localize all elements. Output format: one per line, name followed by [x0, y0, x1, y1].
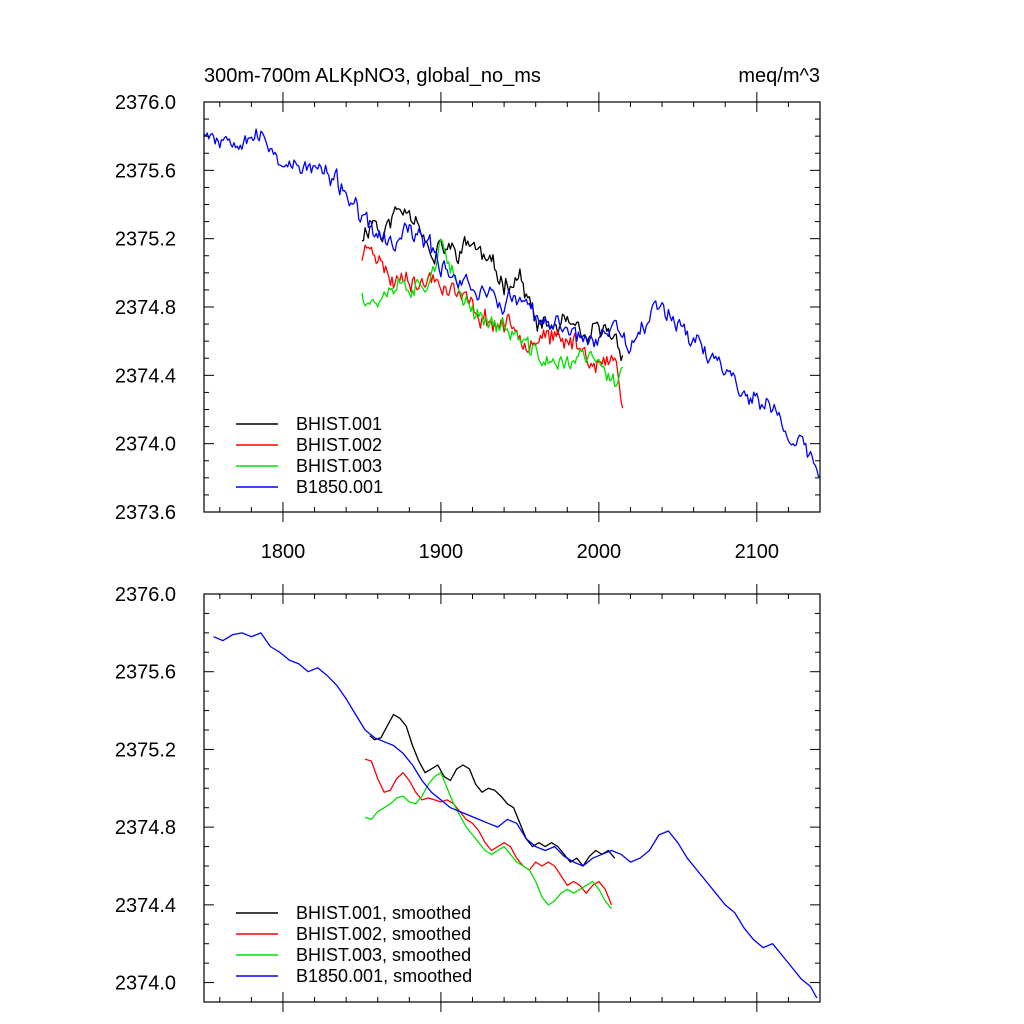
legend-label: BHIST.001	[296, 414, 382, 434]
bottom-panel: 2374.0 2374.4 2374.8 2375.2 2375.6 2376.0 BHIS…	[115, 584, 821, 1012]
series-line-bhist-001	[361, 206, 624, 362]
x-tick-label: 2100	[735, 541, 780, 563]
top-panel: 1800 1900 2000 2100 2373.6 2374.0 2374.4 2374.8…	[115, 92, 821, 563]
series-line-b1850-001	[204, 128, 820, 478]
plot-frame	[203, 593, 821, 1003]
axis-ticks	[204, 584, 821, 1012]
x-tick-label: 1900	[419, 541, 464, 563]
y-tick-label: 2375.2	[115, 739, 176, 761]
series-line-bhist-003	[361, 238, 624, 387]
legend-label: B1850.001	[296, 477, 383, 497]
y-tick-label: 2374.0	[115, 434, 176, 456]
series-line-bhist-003-smoothed	[364, 772, 613, 910]
legend-label: BHIST.003, smoothed	[296, 945, 471, 965]
y-tick-label: 2376.0	[115, 92, 176, 114]
y-tick-label: 2374.8	[115, 817, 176, 839]
series-line-bhist-001-smoothed	[369, 713, 616, 867]
x-tick-label: 1800	[261, 541, 306, 563]
series-line-bhist-002-smoothed	[364, 758, 613, 906]
legend-label: BHIST.002, smoothed	[296, 924, 471, 944]
y-tick-label: 2374.4	[115, 365, 176, 387]
y-tick-label: 2375.6	[115, 160, 176, 182]
legend-label: BHIST.003	[296, 456, 382, 476]
y-tick-label: 2375.6	[115, 662, 176, 684]
chart-units: meq/m^3	[738, 65, 820, 87]
y-tick-label: 2375.2	[115, 229, 176, 251]
y-tick-label: 2373.6	[115, 502, 176, 524]
series-line-b1850-001-smoothed	[213, 632, 818, 999]
series-group	[213, 632, 818, 999]
legend-label: BHIST.002	[296, 435, 382, 455]
series-line-bhist-002	[361, 244, 624, 409]
y-tick-label: 2376.0	[115, 584, 176, 606]
legend-label: BHIST.001, smoothed	[296, 903, 471, 923]
series-group	[204, 128, 820, 478]
y-tick-label: 2374.4	[115, 895, 176, 917]
y-tick-label: 2374.8	[115, 297, 176, 319]
chart-title: 300m-700m ALKpNO3, global_no_ms	[204, 65, 541, 87]
legend-label: B1850.001, smoothed	[296, 966, 472, 986]
y-tick-label: 2374.0	[115, 973, 176, 995]
axis-ticks	[204, 92, 821, 522]
x-tick-label: 2000	[577, 541, 622, 563]
